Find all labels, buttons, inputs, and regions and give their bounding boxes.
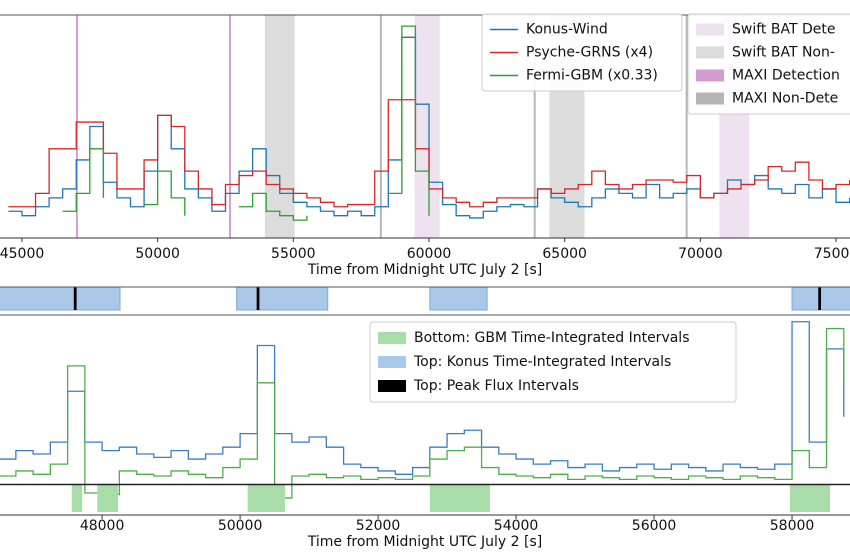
x-tick-label: 60000 (407, 246, 452, 262)
legend-box (369, 321, 737, 403)
legend-label: Psyche-GRNS (x4) (526, 45, 653, 61)
x-axis-label: Time from Midnight UTC July 2 [s] (307, 262, 542, 278)
legend-swatch (378, 356, 406, 368)
x-tick-label: 54000 (494, 518, 539, 534)
shaded-span (533, 15, 536, 238)
legend-label: Fermi-GBM (x0.33) (526, 68, 658, 84)
x-tick-label: 75000 (814, 246, 850, 262)
shaded-span (75, 15, 78, 238)
legend-label: MAXI Non-Dete (732, 91, 838, 107)
x-tick-label: 58000 (770, 518, 815, 534)
legend-label: Top: Konus Time-Integrated Intervals (413, 354, 671, 370)
shaded-span (685, 15, 688, 238)
x-tick-label: 65000 (542, 246, 587, 262)
legend-swatch (696, 46, 724, 59)
x-tick-label: 56000 (632, 518, 677, 534)
series-line (8, 99, 850, 208)
shaded-span (414, 15, 440, 238)
interval (429, 484, 490, 512)
x-tick-label: 55000 (271, 246, 316, 262)
legend-swatch (696, 69, 724, 82)
legend-swatch (696, 23, 724, 36)
x-tick-label: 48000 (80, 518, 125, 534)
legend-swatch (378, 380, 406, 392)
interval (818, 287, 822, 310)
interval (247, 484, 285, 512)
x-tick-label: 50000 (135, 246, 180, 262)
x-axis-label: Time from Midnight UTC July 2 [s] (307, 534, 542, 550)
x-tick-label: 45000 (0, 246, 44, 262)
plot-area (0, 321, 845, 499)
interval (256, 287, 260, 310)
legend-swatch (696, 92, 724, 105)
legend-label: Bottom: GBM Time-Integrated Intervals (414, 330, 690, 346)
series-line (0, 327, 845, 499)
legend-label: Swift BAT Non- (732, 45, 835, 61)
shaded-span (379, 15, 382, 238)
x-tick-label: 52000 (356, 518, 401, 534)
shaded-span (264, 15, 295, 238)
legend-label: Top: Peak Flux Intervals (413, 378, 579, 394)
interval (71, 484, 83, 512)
legend-swatch (378, 332, 406, 344)
legend-label: MAXI Detection (732, 68, 840, 84)
interval (73, 287, 77, 310)
legend-box (687, 13, 850, 115)
series-line (62, 25, 430, 221)
legend-box (481, 13, 683, 92)
legend-label: Swift BAT Dete (732, 22, 835, 38)
shaded-span (229, 15, 231, 238)
legend-label: Konus-Wind (526, 22, 608, 38)
interval (789, 484, 830, 512)
x-tick-label: 50000 (218, 518, 263, 534)
x-tick-label: 70000 (678, 246, 723, 262)
interval (429, 286, 488, 311)
interval (236, 286, 329, 311)
interval (97, 484, 118, 512)
interval (0, 286, 121, 311)
